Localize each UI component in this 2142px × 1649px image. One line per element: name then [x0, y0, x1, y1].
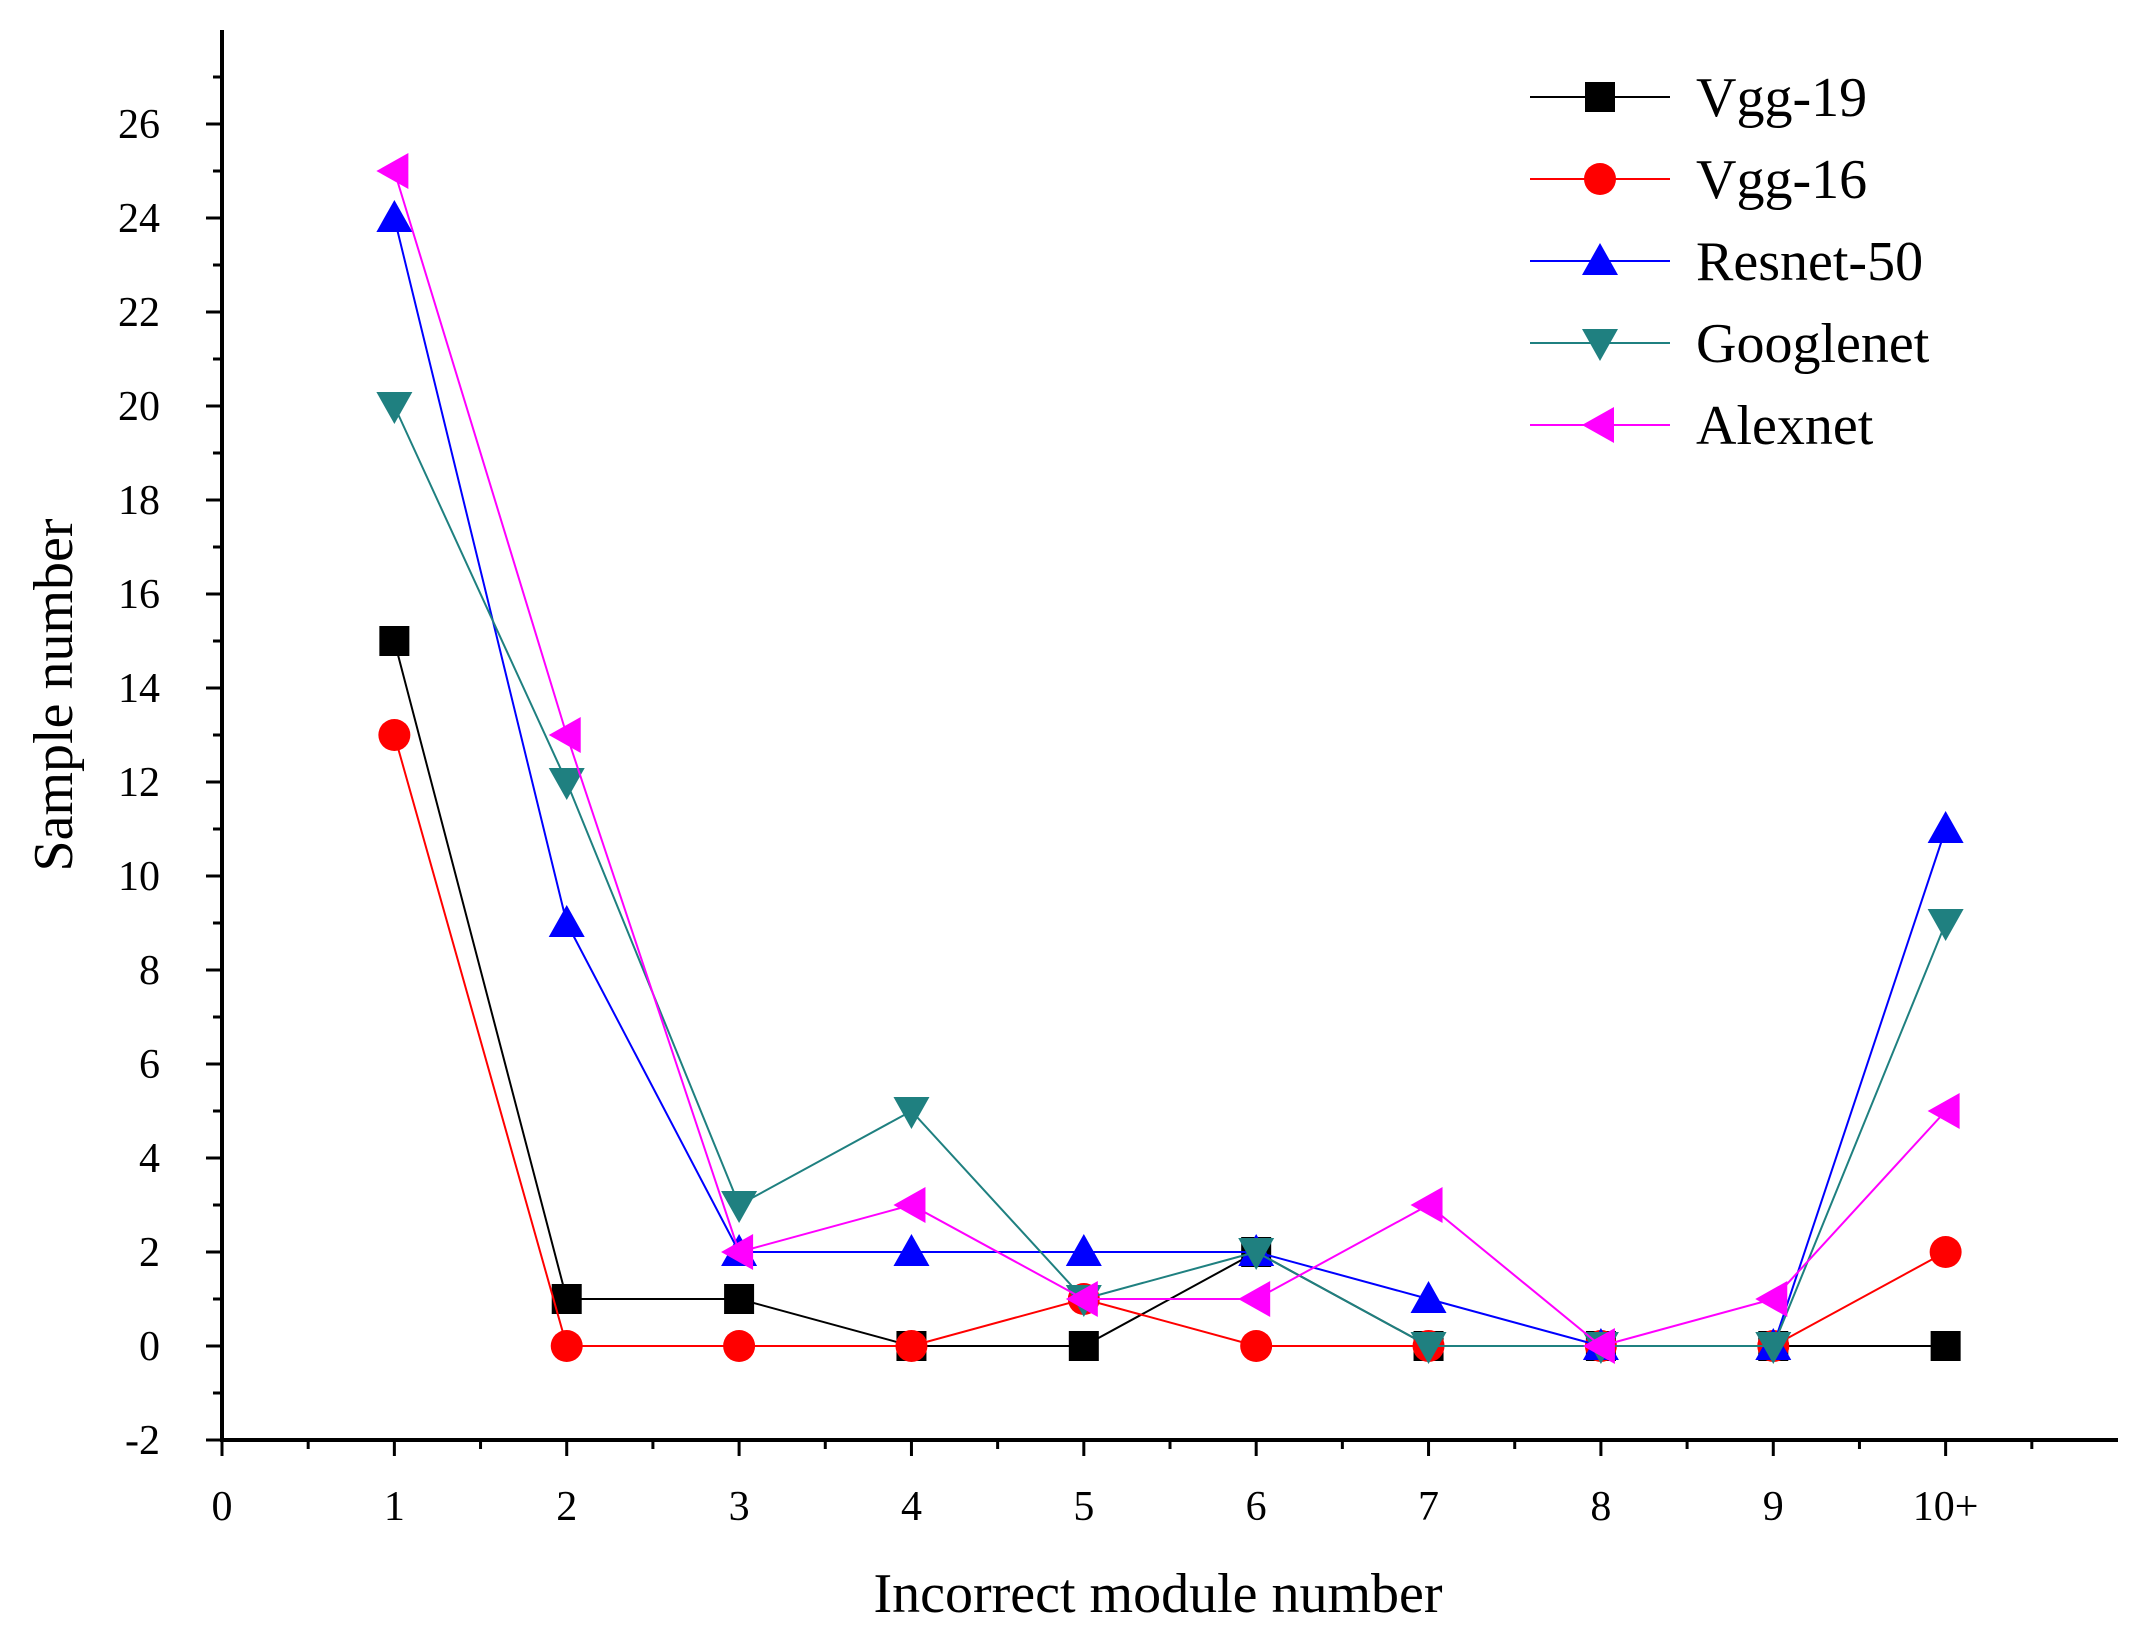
data-point [721, 1191, 758, 1223]
series-line [393, 170, 1947, 1348]
legend-label: Googlenet [1696, 313, 1930, 375]
legend-item: Resnet-50 [1530, 231, 1923, 293]
x-tick-label: 5 [1073, 1484, 1094, 1530]
data-point [376, 153, 409, 189]
data-point [893, 1097, 930, 1129]
data-point [548, 768, 585, 800]
legend-marker [1584, 163, 1616, 195]
x-tick-label: 0 [212, 1484, 233, 1530]
data-point [893, 1234, 930, 1266]
data-point [1238, 1281, 1271, 1317]
data-point [895, 1330, 928, 1362]
data-point [1927, 811, 1964, 843]
x-tick-label: 4 [901, 1484, 922, 1530]
data-point [1068, 1331, 1099, 1361]
legend-label: Vgg-16 [1696, 149, 1867, 211]
data-point [721, 1234, 754, 1270]
data-point [1065, 1234, 1102, 1266]
series-vgg-16 [378, 719, 1962, 1362]
data-point [1410, 1187, 1443, 1223]
legend-label: Resnet-50 [1696, 231, 1923, 293]
data-point [1410, 1281, 1447, 1313]
legend-label: Alexnet [1696, 395, 1874, 457]
legend-item: Alexnet [1530, 395, 1874, 457]
data-point [376, 200, 413, 232]
y-tick-label: 0 [139, 1324, 160, 1370]
legend-item: Vgg-16 [1530, 149, 1867, 211]
y-tick-label: 18 [118, 478, 160, 524]
data-point [1238, 1238, 1275, 1270]
y-tick-label: 6 [139, 1042, 160, 1088]
y-tick-label: 20 [118, 384, 160, 430]
legend-label: Vgg-19 [1696, 67, 1867, 129]
series-line [393, 734, 1947, 1347]
x-tick-label: 7 [1418, 1484, 1439, 1530]
x-tick-label: 2 [556, 1484, 577, 1530]
y-tick-label: 24 [118, 196, 160, 242]
y-tick-label: 8 [139, 948, 160, 994]
x-tick-label: 1 [384, 1484, 405, 1530]
data-point [723, 1330, 756, 1362]
y-tick-label: 16 [118, 572, 160, 618]
data-point [1755, 1332, 1792, 1364]
legend-marker [1582, 407, 1614, 443]
data-point [1927, 909, 1964, 941]
data-point [1930, 1331, 1961, 1361]
x-tick-label: 3 [729, 1484, 750, 1530]
data-point [1410, 1332, 1447, 1364]
series-line [393, 405, 1947, 1347]
x-tick-label: 10+ [1913, 1484, 1979, 1530]
data-point [1582, 1328, 1615, 1364]
data-point [548, 717, 581, 753]
y-tick-label: 14 [118, 666, 160, 712]
legend-marker [1585, 82, 1615, 112]
data-point [1755, 1281, 1788, 1317]
legend-marker [1582, 243, 1618, 275]
y-tick-label: 22 [118, 290, 160, 336]
series-alexnet [376, 153, 1960, 1364]
y-tick-label: 26 [118, 102, 160, 148]
x-axis-title: Incorrect module number [873, 1563, 1442, 1625]
series-line [393, 640, 1946, 1347]
legend-item: Googlenet [1530, 313, 1930, 375]
data-point [548, 905, 585, 937]
series-line [393, 217, 1947, 1347]
data-point [1240, 1330, 1273, 1362]
data-point [379, 626, 410, 656]
y-axis-title: Sample number [23, 518, 85, 871]
data-point [1927, 1093, 1960, 1129]
legend-item: Vgg-19 [1530, 67, 1867, 129]
series-vgg-19 [379, 626, 1961, 1361]
data-point [376, 392, 413, 424]
x-tick-label: 6 [1246, 1484, 1267, 1530]
data-point [1065, 1281, 1098, 1317]
y-tick-label: 2 [139, 1230, 160, 1276]
data-point [550, 1330, 583, 1362]
legend-marker [1582, 329, 1618, 361]
data-point [724, 1284, 755, 1314]
x-tick-label: 9 [1763, 1484, 1784, 1530]
data-point [1929, 1236, 1962, 1268]
data-point [378, 719, 411, 751]
data-point [893, 1187, 926, 1223]
y-tick-label: -2 [125, 1418, 160, 1464]
y-tick-label: 4 [139, 1136, 160, 1182]
legend: Vgg-19 Vgg-16 Resnet-50 Googlenet Alexnet [1530, 67, 1930, 457]
x-tick-label: 8 [1590, 1484, 1611, 1530]
y-tick-label: 10 [118, 854, 160, 900]
y-tick-label: 12 [118, 760, 160, 806]
